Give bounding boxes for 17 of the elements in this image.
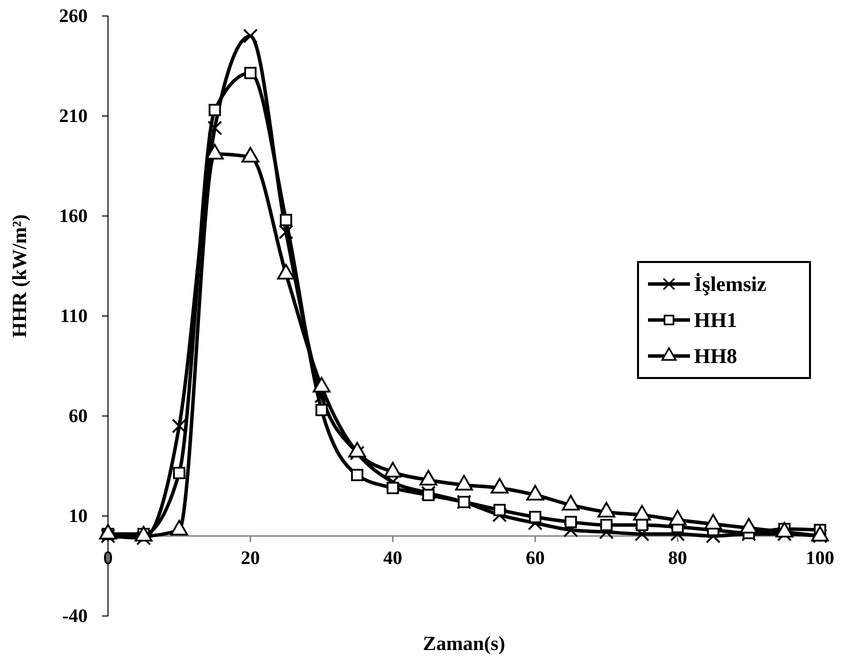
y-tick-label: 160 (59, 206, 88, 228)
x-tick-label: 80 (668, 548, 688, 569)
x-tick-label: 40 (383, 548, 402, 569)
x-tick-label: 20 (240, 548, 260, 569)
y-tick-label: 260 (59, 6, 88, 28)
y-tick-label: 110 (60, 306, 88, 328)
y-tick-label: 10 (68, 506, 88, 528)
legend-label: HH1 (694, 308, 738, 332)
legend-label: İşlemsiz (694, 272, 766, 296)
x-axis-title: Zaman(s) (422, 633, 506, 655)
y-axis-title: HHR (kW/m²) (9, 214, 31, 338)
x-tick-label: 60 (526, 548, 545, 569)
y-tick-label: 210 (59, 106, 88, 128)
y-tick-label: -40 (62, 606, 88, 628)
x-tick-label: 100 (806, 548, 834, 569)
legend-label: HH8 (694, 344, 738, 368)
y-tick-label: 60 (68, 406, 88, 428)
